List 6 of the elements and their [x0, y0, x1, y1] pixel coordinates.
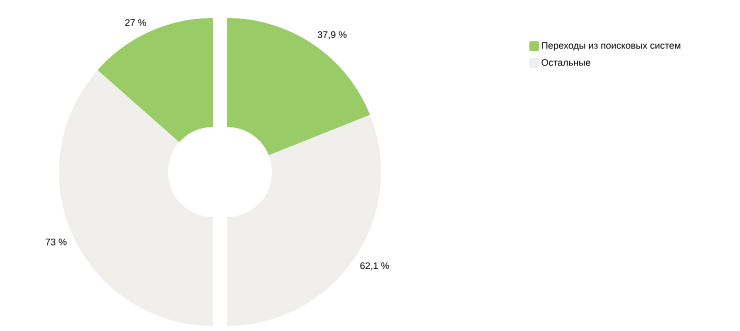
- legend-label: Остальные: [542, 59, 590, 66]
- data-label: 37,9 %: [318, 31, 347, 40]
- data-label: 27 %: [125, 19, 146, 26]
- legend-label: Переходы из поисковых систем: [542, 42, 680, 51]
- data-label: 62,1 %: [360, 262, 390, 270]
- data-label: 73 %: [46, 238, 67, 246]
